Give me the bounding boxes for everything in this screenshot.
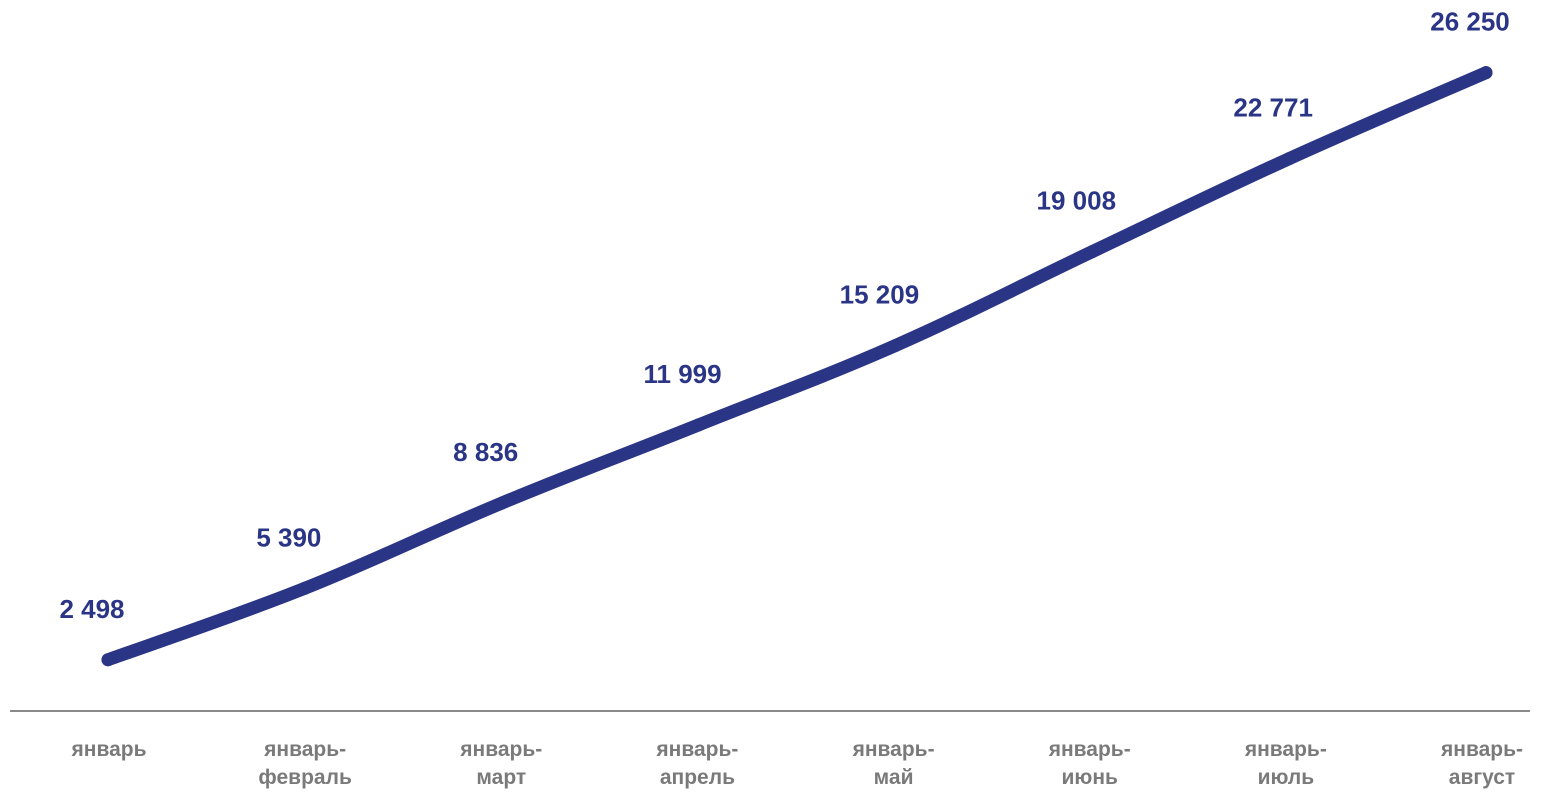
category-label-line: май <box>874 766 914 789</box>
data-label-1: 5 390 <box>256 522 321 552</box>
category-label-0: январь <box>71 738 147 761</box>
data-labels: 2 498 5 390 8 836 11 999 15 209 19 008 22 771 2… <box>59 7 1509 624</box>
data-point-3 <box>692 418 706 432</box>
data-label-4: 15 209 <box>840 280 920 310</box>
data-label-6: 22 771 <box>1233 93 1313 123</box>
category-label-7: январь-август <box>1440 738 1523 789</box>
data-label-7: 26 250 <box>1430 7 1510 37</box>
data-point-4 <box>888 339 902 353</box>
category-labels: январь январь-февральянварь-мартянварь-ап… <box>71 738 1523 789</box>
category-label-line: июль <box>1258 766 1315 789</box>
data-label-2: 8 836 <box>453 437 518 467</box>
category-label-line: март <box>476 766 526 789</box>
category-label-line: январь- <box>1244 738 1327 761</box>
category-label-line: февраль <box>258 766 352 789</box>
category-label-line: январь- <box>655 738 738 761</box>
category-label-line: январь- <box>852 738 935 761</box>
data-point-1 <box>298 581 312 595</box>
data-label-5: 19 008 <box>1037 186 1117 216</box>
data-point-7 <box>1479 66 1493 80</box>
category-label-line: январь- <box>1440 738 1523 761</box>
category-label-line: август <box>1449 766 1515 789</box>
category-label-line: январь- <box>263 738 346 761</box>
category-label-5: январь-июнь <box>1048 738 1131 789</box>
category-label-1: январь-февраль <box>258 738 352 789</box>
series-line <box>101 66 1493 667</box>
category-label-2: январь-март <box>459 738 542 789</box>
data-point-0 <box>101 653 115 667</box>
data-point-2 <box>495 496 509 510</box>
category-label-line: июнь <box>1061 766 1118 789</box>
category-label-3: январь-апрель <box>655 738 738 789</box>
category-label-line: январь- <box>459 738 542 761</box>
data-point-5 <box>1085 245 1099 259</box>
data-label-3: 11 999 <box>644 359 722 389</box>
data-point-6 <box>1282 152 1296 166</box>
category-label-line: январь <box>71 738 147 761</box>
category-label-line: январь- <box>1048 738 1131 761</box>
category-label-6: январь-июль <box>1244 738 1327 789</box>
category-label-line: апрель <box>660 766 735 789</box>
data-label-0: 2 498 <box>59 594 124 624</box>
category-label-4: январь-май <box>852 738 935 789</box>
data-points <box>101 66 1493 667</box>
